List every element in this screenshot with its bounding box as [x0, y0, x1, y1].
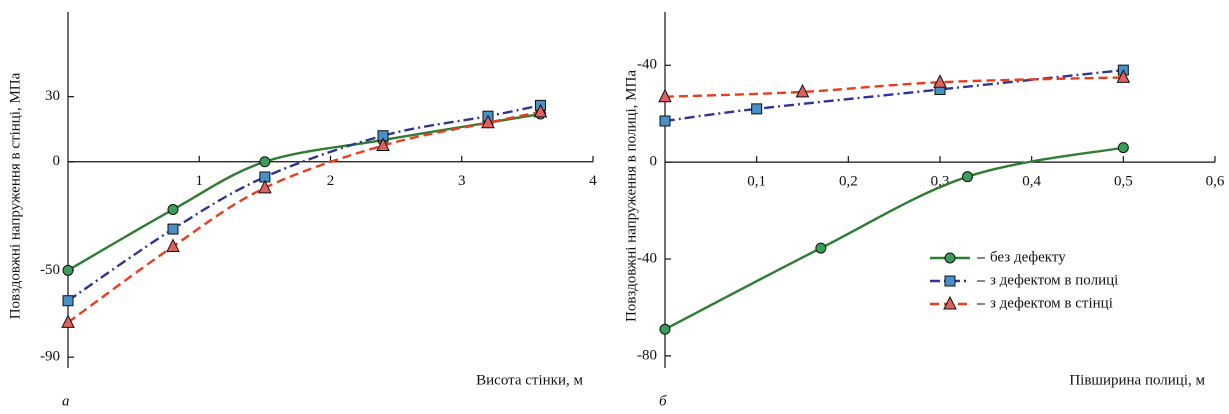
- y-axis-title: Повздовжні напруження в стінці, МПа: [7, 72, 23, 319]
- series-line: [67, 110, 541, 324]
- point: [166, 238, 180, 252]
- x-axis-title: Висота стінки, м: [476, 372, 583, 388]
- series-line: [664, 146, 1124, 331]
- point: [658, 88, 672, 103]
- y-tick-label: -50: [40, 262, 60, 278]
- legend-marker: [944, 252, 956, 264]
- y-tick-label: 0: [53, 153, 61, 169]
- x-tick-label: 0,2: [839, 174, 858, 190]
- point: [62, 264, 74, 276]
- series-line: [67, 112, 541, 272]
- point: [815, 242, 827, 254]
- x-tick-label: 3: [458, 173, 466, 189]
- series-line: [664, 68, 1124, 123]
- x-axis-title: Півширина полиці, м: [1069, 372, 1205, 388]
- y-tick-label: -90: [40, 349, 60, 365]
- x-tick-label: 0,6: [1206, 174, 1225, 190]
- point: [167, 204, 179, 216]
- x-tick-label: 4: [589, 173, 597, 189]
- point: [751, 103, 763, 115]
- point: [659, 323, 671, 335]
- legend-label: без дефекту: [990, 249, 1066, 265]
- y-tick-label: -40: [637, 250, 657, 266]
- point: [795, 83, 810, 98]
- x-tick-label: 2: [327, 173, 335, 189]
- y-axis-title: Повздовжні напруження в полиці, МПа: [623, 70, 639, 322]
- point: [1117, 142, 1129, 154]
- legend-label: з дефектом в полиці: [990, 272, 1118, 288]
- point: [481, 114, 495, 129]
- legend-marker: [944, 275, 956, 287]
- point: [62, 295, 74, 307]
- y-tick-label: -80: [637, 347, 657, 363]
- y-tick-label: 0: [650, 154, 658, 170]
- point: [933, 74, 947, 88]
- x-tick-label: 0,5: [1114, 174, 1133, 190]
- point: [659, 115, 671, 127]
- panel-label: б: [659, 393, 667, 409]
- legend-marker: [943, 295, 957, 310]
- x-tick-label: 0,1: [747, 174, 766, 190]
- point: [61, 314, 75, 328]
- x-tick-label: 1: [196, 173, 204, 189]
- point: [258, 179, 272, 194]
- legend-label: з дефектом в стінці: [990, 295, 1113, 311]
- point: [167, 223, 179, 235]
- point: [259, 156, 271, 168]
- point: [376, 137, 390, 151]
- series-line: [664, 76, 1124, 98]
- y-tick-label: 30: [45, 88, 60, 104]
- point: [962, 171, 973, 183]
- x-tick-label: 0,4: [1022, 174, 1041, 190]
- point: [1116, 69, 1131, 83]
- panel-label: а: [62, 393, 70, 409]
- y-tick-label: -40: [637, 57, 657, 73]
- point: [533, 103, 548, 118]
